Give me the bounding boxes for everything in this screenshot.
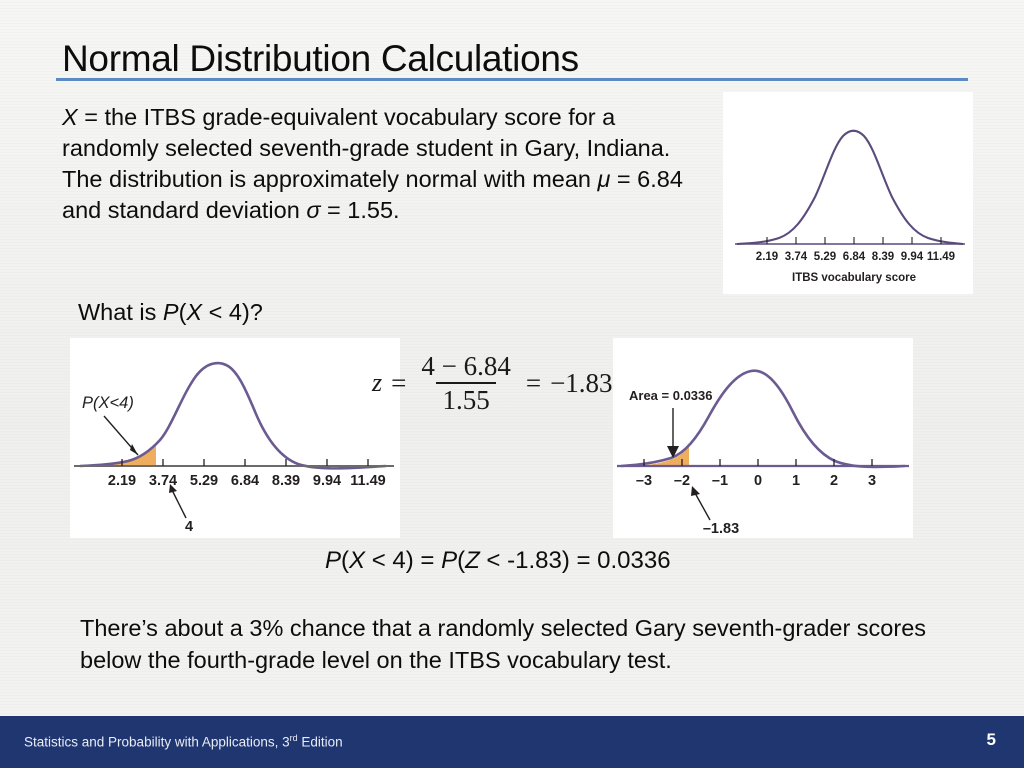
formula-numerator: 4 − 6.84: [421, 351, 511, 381]
z-score-formula: z = 4 − 6.84 1.55 = −1.83: [372, 352, 613, 414]
annotation-arrow-head-icon: [130, 444, 138, 455]
tick-label: 11.49: [927, 251, 955, 263]
shaded-tail-area: [84, 446, 156, 466]
tick-label: 2: [830, 473, 838, 489]
value-arrow-line: [171, 489, 187, 519]
area-arrow-head-icon: [667, 446, 679, 458]
conclusion-text: There’s about a 3% chance that a randoml…: [80, 615, 927, 673]
question-prefix: What is: [78, 299, 163, 325]
tick-label: –3: [636, 473, 652, 489]
formula-fraction: 4 − 6.84 1.55: [415, 352, 516, 414]
area-annotation-label: Area = 0.0336: [629, 388, 712, 403]
tick-label: 9.94: [313, 473, 341, 489]
footer-edition-text: Edition: [297, 734, 343, 750]
result-p1: P: [325, 547, 342, 574]
value-annotation-label: 4: [185, 519, 193, 535]
result-p2: P: [441, 547, 458, 574]
result-variable-x: X: [349, 547, 366, 574]
tick-label: 8.39: [872, 251, 894, 263]
result-text-1: < 4) =: [365, 547, 442, 574]
formula-equals-second: =: [525, 367, 542, 398]
problem-statement-text: = the ITBS grade-equivalent vocabulary s…: [62, 104, 671, 192]
chart-itbs-distribution: 2.19 3.74 5.29 6.84 8.39 9.94 11.49 ITBS…: [723, 92, 973, 294]
page-title: Normal Distribution Calculations: [62, 38, 579, 79]
tick-label: 6.84: [843, 251, 866, 263]
mean-value-text: = 6.84 and standard deviation: [62, 166, 683, 223]
footer-book-title: Statistics and Probability with Applicat…: [24, 733, 343, 750]
tick-label: 11.49: [350, 473, 386, 489]
tick-label: 1: [792, 473, 800, 489]
tick-label: –1: [712, 473, 728, 489]
probability-annotation-label: P(X<4): [82, 394, 134, 412]
tick-label: 3: [868, 473, 876, 489]
zvalue-annotation-label: –1.83: [703, 521, 739, 537]
tick-label: 5.29: [190, 473, 218, 489]
slide-number: 5: [986, 730, 996, 749]
tick-label: 5.29: [814, 251, 836, 263]
result-variable-z: Z: [465, 547, 480, 574]
normal-curve-path: [620, 369, 906, 469]
formula-result-value: −1.83: [550, 367, 613, 398]
title-underline-divider: [56, 78, 968, 81]
result-line: P(X < 4) = P(Z < -1.83) = 0.0336: [325, 547, 671, 574]
tick-label: 9.94: [901, 251, 924, 263]
normal-curve-path: [79, 361, 387, 470]
x-axis-ticks: [766, 237, 942, 244]
x-axis-ticks: [643, 459, 873, 466]
tick-label: 3.74: [149, 473, 177, 489]
sigma-symbol: σ: [306, 197, 321, 223]
footer-bar: Statistics and Probability with Applicat…: [0, 716, 1024, 768]
chart-x-scale-tail: 2.19 3.74 5.29 6.84 8.39 9.94 11.49 P(X<…: [70, 338, 400, 538]
zvalue-arrow-line: [694, 492, 711, 521]
x-axis-title: ITBS vocabulary score: [792, 272, 916, 284]
chart-z-scale-tail: –3 –2 –1 0 1 2 3 Area = 0.0336 –1.83: [613, 338, 913, 538]
normal-curve-path: [736, 129, 964, 246]
shaded-tail-area: [635, 446, 689, 466]
formula-equals-first: =: [391, 367, 407, 398]
value-arrow-head-icon: [169, 484, 177, 493]
tick-label: 2.19: [108, 473, 136, 489]
variable-x: X: [62, 104, 78, 130]
tick-label: 3.74: [785, 251, 808, 263]
question-relation: < 4)?: [202, 299, 263, 325]
sd-value-text: = 1.55.: [320, 197, 400, 223]
tick-label: 2.19: [756, 251, 778, 263]
question-line: What is P(X < 4)?: [78, 299, 263, 326]
x-axis-ticks: [121, 459, 369, 466]
question-open-paren: (: [178, 299, 187, 325]
tick-label: 8.39: [272, 473, 300, 489]
formula-variable-z: z: [372, 368, 383, 398]
zvalue-arrow-head-icon: [691, 486, 700, 496]
tick-label: 0: [754, 473, 762, 489]
question-variable: X: [186, 299, 203, 325]
tick-label: –2: [674, 473, 690, 489]
probability-p: P: [162, 299, 179, 325]
mu-symbol: μ: [597, 166, 611, 192]
footer-book-text: Statistics and Probability with Applicat…: [24, 734, 290, 750]
footer-edition-ordinal: rd: [289, 733, 298, 743]
formula-denominator: 1.55: [436, 381, 496, 415]
result-text-2: < -1.83) = 0.0336: [479, 547, 671, 574]
tick-label: 6.84: [231, 473, 259, 489]
problem-statement: X = the ITBS grade-equivalent vocabulary…: [62, 102, 702, 226]
